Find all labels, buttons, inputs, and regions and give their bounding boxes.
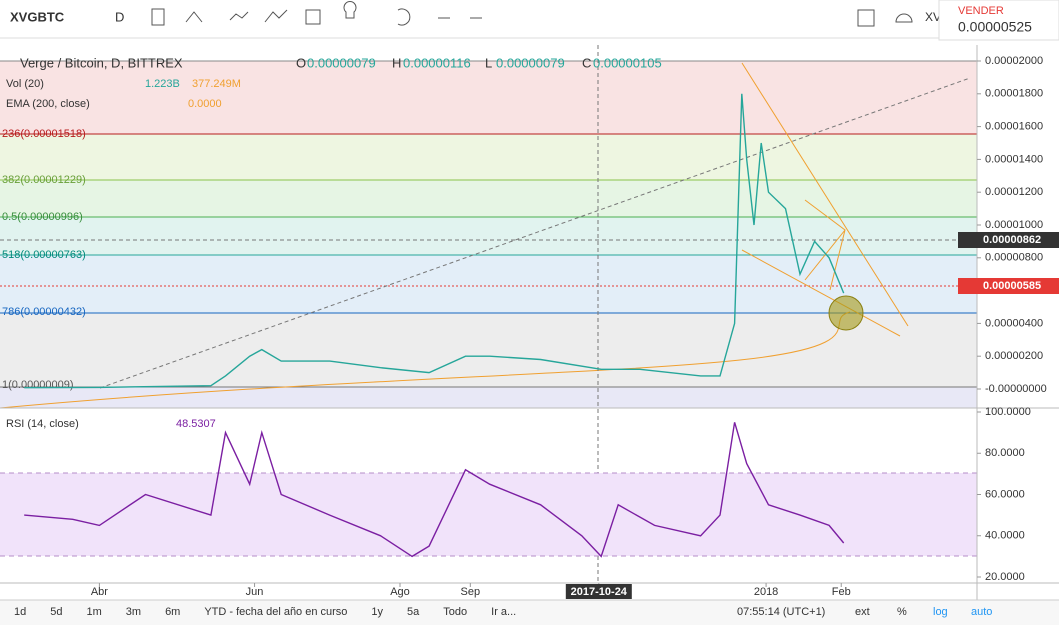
fib-label: 518(0.00000763) [2, 249, 86, 261]
price-badge [958, 232, 1059, 248]
legend-c-value: 0.00000105 [593, 55, 662, 70]
range-button[interactable]: YTD - fecha del año en curso [204, 606, 347, 618]
rsi-band [0, 473, 977, 556]
fib-bands [0, 60, 977, 408]
time-tick-label: 2017-10-24 [571, 586, 628, 598]
rsi-tick-label: 40.0000 [985, 530, 1025, 542]
fib-label: 1(0.00000009) [2, 379, 74, 391]
time-tick-label: Ago [390, 586, 410, 598]
price-tick-label: 0.00000200 [985, 350, 1043, 362]
sell-label: VENDER [958, 5, 1004, 17]
legend-c: C [582, 55, 591, 70]
ema-name: EMA (200, close) [6, 98, 90, 110]
rsi-tick-label: 20.0000 [985, 571, 1025, 583]
sell-price: 0.00000525 [958, 19, 1032, 35]
price-tick-label: 0.00001400 [985, 153, 1043, 165]
vol-value: 1.223B [145, 78, 180, 90]
vol-ma-value: 377.249M [192, 78, 241, 90]
crosshair-date-bg [565, 584, 632, 599]
price-tick-label: 0.00000800 [985, 252, 1043, 264]
price-badge-label: 0.00000585 [983, 280, 1041, 292]
rsi-tick-label: 80.0000 [985, 447, 1025, 459]
range-button[interactable]: 1m [87, 606, 102, 618]
legend-title: Verge / Bitcoin, D, BITTREX [20, 55, 183, 70]
toolbar-icons [151, 1, 913, 27]
price-tick-label: 0.00000400 [985, 317, 1043, 329]
chart-option[interactable]: log [933, 606, 948, 618]
legend: Verge / Bitcoin, D, BITTREX O 0.00000079… [6, 55, 662, 109]
legend-l-value: 0.00000079 [496, 55, 565, 70]
range-button[interactable]: 1d [14, 606, 26, 618]
fib-label: 382(0.00001229) [2, 174, 86, 186]
rsi-value: 48.5307 [176, 418, 216, 430]
price-badge [958, 278, 1059, 294]
symbol[interactable]: XVGBTC [10, 9, 65, 24]
range-button[interactable]: Todo [443, 606, 467, 618]
time-tick-label: Jun [246, 586, 264, 598]
fib-label: 236(0.00001518) [2, 128, 86, 140]
time-tick-label: 2018 [754, 586, 778, 598]
clock: 07:55:14 (UTC+1) [737, 606, 825, 618]
time-tick-label: Abr [91, 586, 108, 598]
range-button[interactable]: 5d [50, 606, 62, 618]
range-button[interactable]: Ir a... [491, 606, 516, 618]
range-button[interactable]: 6m [165, 606, 180, 618]
price-tick-label: 0.00002000 [985, 55, 1043, 67]
range-button[interactable]: 1y [371, 606, 383, 618]
price-tick-label: 0.00001800 [985, 88, 1043, 100]
chart-option[interactable]: ext [855, 606, 870, 618]
price-tick-label: 0.00001200 [985, 186, 1043, 198]
interval[interactable]: D [115, 9, 124, 24]
legend-l: L [485, 55, 492, 70]
rsi-tick-label: 60.0000 [985, 488, 1025, 500]
compare[interactable]: XV [925, 10, 941, 24]
toolbar [0, 0, 1059, 38]
time-tick-label: Feb [832, 586, 851, 598]
time-tick-label: Sep [461, 586, 481, 598]
range-button[interactable]: 5a [407, 606, 420, 618]
rsi-line [24, 422, 845, 558]
chart-option[interactable]: % [897, 606, 907, 618]
price-line [24, 93, 845, 389]
legend-h: H [392, 55, 401, 70]
bottom-bar [0, 600, 1059, 625]
chart-option[interactable]: auto [971, 606, 992, 618]
sell-box[interactable] [938, 0, 1059, 41]
price-tick-label: 0.00001000 [985, 219, 1043, 231]
legend-h-value: 0.00000116 [403, 55, 471, 70]
price-badge-label: 0.00000862 [983, 234, 1041, 246]
range-button[interactable]: 3m [126, 606, 141, 618]
legend-o-value: 0.00000079 [307, 55, 376, 70]
legend-o: O [296, 55, 306, 70]
rsi-name: RSI (14, close) [6, 418, 79, 430]
ema-value: 0.0000 [188, 98, 222, 110]
fib-label: 786(0.00000432) [2, 306, 86, 318]
price-tick-label: 0.00001600 [985, 121, 1043, 133]
rsi-tick-label: 100.0000 [985, 406, 1031, 418]
fib-labels: 236(0.00001518) 382(0.00001229) 0.5(0.00… [2, 128, 86, 391]
vol-name: Vol (20) [6, 78, 44, 90]
fib-label: 0.5(0.00000996) [2, 211, 83, 223]
price-tick-label: -0.00000000 [985, 383, 1047, 395]
